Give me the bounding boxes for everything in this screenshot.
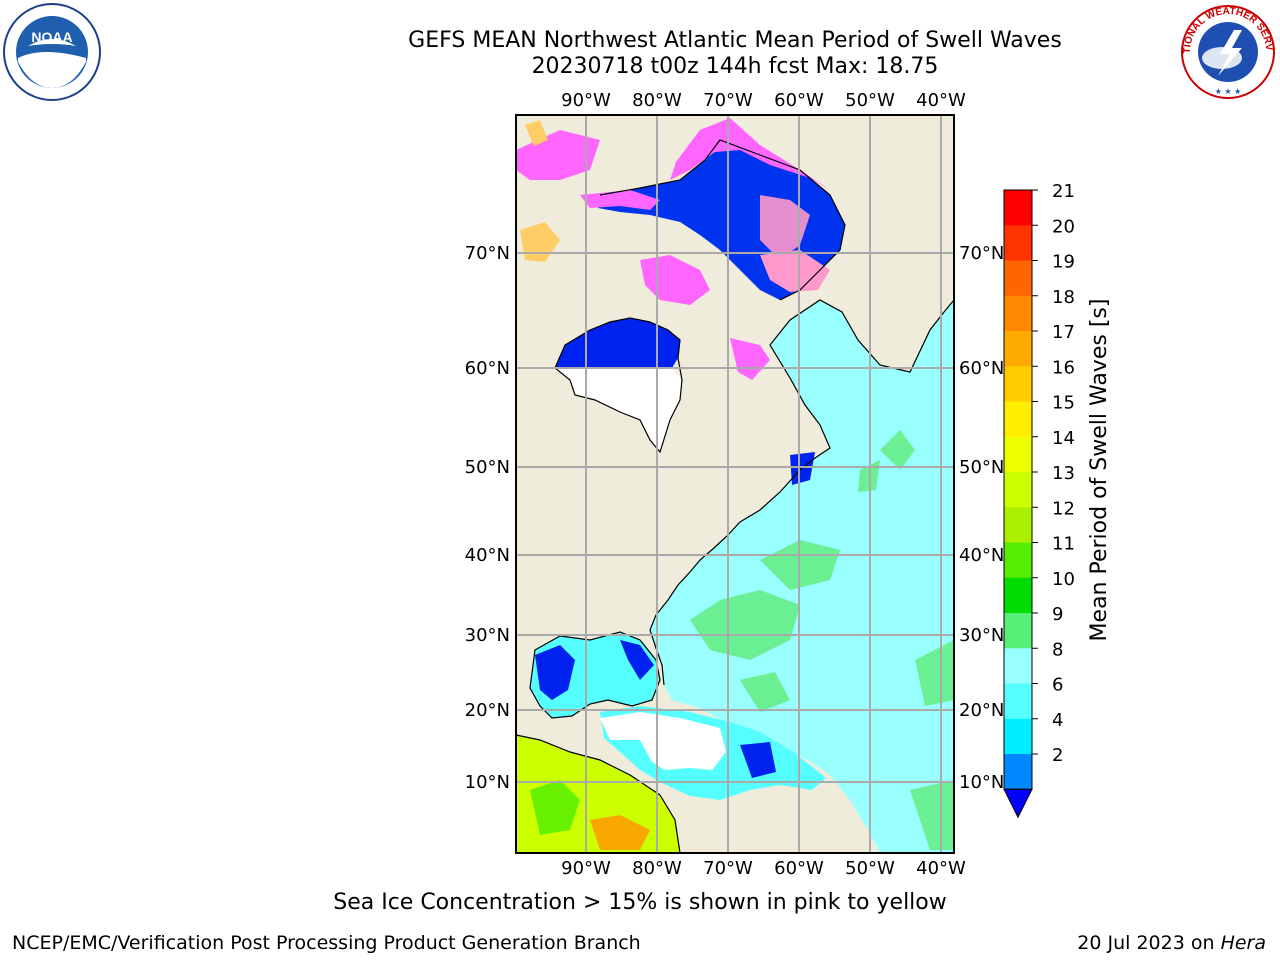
lon-label: 80°W: [632, 858, 682, 879]
gridlines: [516, 115, 954, 853]
lat-label: 40°N: [959, 545, 1004, 566]
colorbar-tick-label: 16: [1052, 357, 1075, 378]
south-america-swell-high: [590, 815, 650, 850]
svg-text:★ ★ ★: ★ ★ ★: [1215, 87, 1242, 96]
lat-label: 60°N: [465, 358, 510, 379]
lat-label: 50°N: [959, 457, 1004, 478]
colorbar-tick-label: 15: [1052, 393, 1075, 414]
lon-label: 40°W: [916, 90, 966, 111]
footer-date-text: 20 Jul 2023 on: [1077, 932, 1221, 954]
noaa-logo-text: NOAA: [31, 29, 72, 45]
colorbar-tick-label: 17: [1052, 322, 1075, 343]
caribbean-mask: [600, 712, 726, 770]
colorbar-swatch: [1004, 683, 1032, 720]
lon-label: 80°W: [632, 90, 682, 111]
james-bay-ice-mask: [556, 368, 682, 452]
lon-labels-bottom: 90°W 80°W 70°W 60°W 50°W 40°W: [561, 858, 966, 879]
colorbar-swatch: [1004, 260, 1032, 297]
lat-label: 70°N: [959, 243, 1004, 264]
colorbar-swatch: [1004, 225, 1032, 261]
lat-label: 30°N: [959, 625, 1004, 646]
lon-label: 70°W: [703, 858, 753, 879]
south-america-swell-mid: [530, 780, 580, 835]
colorbar-tick-label: 21: [1052, 181, 1075, 202]
colorbar-swatch: [1004, 401, 1032, 438]
colorbar-swatch: [1004, 648, 1032, 684]
colorbar-swatch: [1004, 507, 1032, 543]
lat-label: 10°N: [465, 772, 510, 793]
footer-machine: Hera: [1220, 932, 1266, 954]
colorbar-swatch: [1004, 542, 1032, 579]
lon-label: 50°W: [845, 90, 895, 111]
lat-label: 10°N: [959, 772, 1004, 793]
colorbar-swatch: [1004, 190, 1032, 226]
colorbar-swatch: [1004, 366, 1032, 402]
map-subtitle: 20230718 t00z 144h fcst Max: 18.75: [531, 54, 939, 79]
lat-labels-right: 70°N 60°N 50°N 40°N 30°N 20°N 10°N: [959, 243, 1004, 793]
colorbar-tick-label: 14: [1052, 428, 1075, 449]
lat-label: 60°N: [959, 358, 1004, 379]
baffin-swell-patch: [760, 195, 810, 260]
colorbar-extend-triangle: [1003, 788, 1033, 819]
coastlines: [516, 139, 954, 853]
colorbar-tick-label: 8: [1052, 639, 1063, 660]
colorbar-tick-label: 9: [1052, 604, 1063, 625]
colorbar-tick-label: 12: [1052, 498, 1075, 519]
colorbar-tick-label: 11: [1052, 534, 1075, 555]
colorbar-tick-label: 13: [1052, 463, 1075, 484]
lon-label: 60°W: [774, 90, 824, 111]
map-frame: [515, 114, 955, 854]
noaa-logo: NOAA: [3, 3, 101, 101]
colorbar-swatch: [1004, 295, 1032, 332]
nws-logo: NATIONAL WEATHER SERVICE ★ ★ ★: [1178, 2, 1275, 99]
colorbar-tick-label: 4: [1052, 710, 1063, 731]
footer-credit: NCEP/EMC/Verification Post Processing Pr…: [12, 932, 641, 954]
lat-label: 20°N: [465, 700, 510, 721]
lat-label: 50°N: [465, 457, 510, 478]
lat-labels-left: 70°N 60°N 50°N 40°N 30°N 20°N 10°N: [465, 243, 510, 793]
footer-date: 20 Jul 2023 on Hera: [1077, 932, 1266, 954]
lat-label: 30°N: [465, 625, 510, 646]
colorbar-swatch: [1004, 718, 1032, 755]
map-title: GEFS MEAN Northwest Atlantic Mean Period…: [408, 28, 1062, 53]
lon-label: 70°W: [703, 90, 753, 111]
lon-labels-top: 90°W 80°W 70°W 60°W 50°W 40°W: [561, 90, 966, 111]
lon-label: 50°W: [845, 858, 895, 879]
colorbar-label: Mean Period of Swell Waves [s]: [1087, 299, 1112, 642]
lon-label: 40°W: [916, 858, 966, 879]
map-caption: Sea Ice Concentration > 15% is shown in …: [333, 890, 947, 915]
lat-label: 20°N: [959, 700, 1004, 721]
colorbar-frame: [1003, 189, 1033, 790]
colorbar-swatch: [1004, 436, 1032, 473]
colorbar-tick-label: 19: [1052, 252, 1075, 273]
colorbar-tick-label: 2: [1052, 745, 1063, 766]
colorbar-tick-label: 20: [1052, 216, 1075, 237]
lat-label: 40°N: [465, 545, 510, 566]
map-area: [516, 115, 954, 853]
colorbar: 21 20 19 18 17 16 15 14 13 12 11 10 9 8 6 4 2: [1003, 181, 1075, 819]
colorbar-tick-label: 10: [1052, 569, 1075, 590]
lon-label: 90°W: [561, 90, 611, 111]
colorbar-swatch: [1004, 613, 1032, 649]
lat-label: 70°N: [465, 243, 510, 264]
lon-label: 60°W: [774, 858, 824, 879]
colorbar-tick-label: 18: [1052, 287, 1075, 308]
lon-label: 90°W: [561, 858, 611, 879]
colorbar-swatch: [1004, 331, 1032, 367]
colorbar-swatch: [1004, 472, 1032, 508]
colorbar-swatch: [1004, 577, 1032, 614]
colorbar-swatch: [1004, 754, 1032, 790]
colorbar-tick-label: 6: [1052, 675, 1063, 696]
